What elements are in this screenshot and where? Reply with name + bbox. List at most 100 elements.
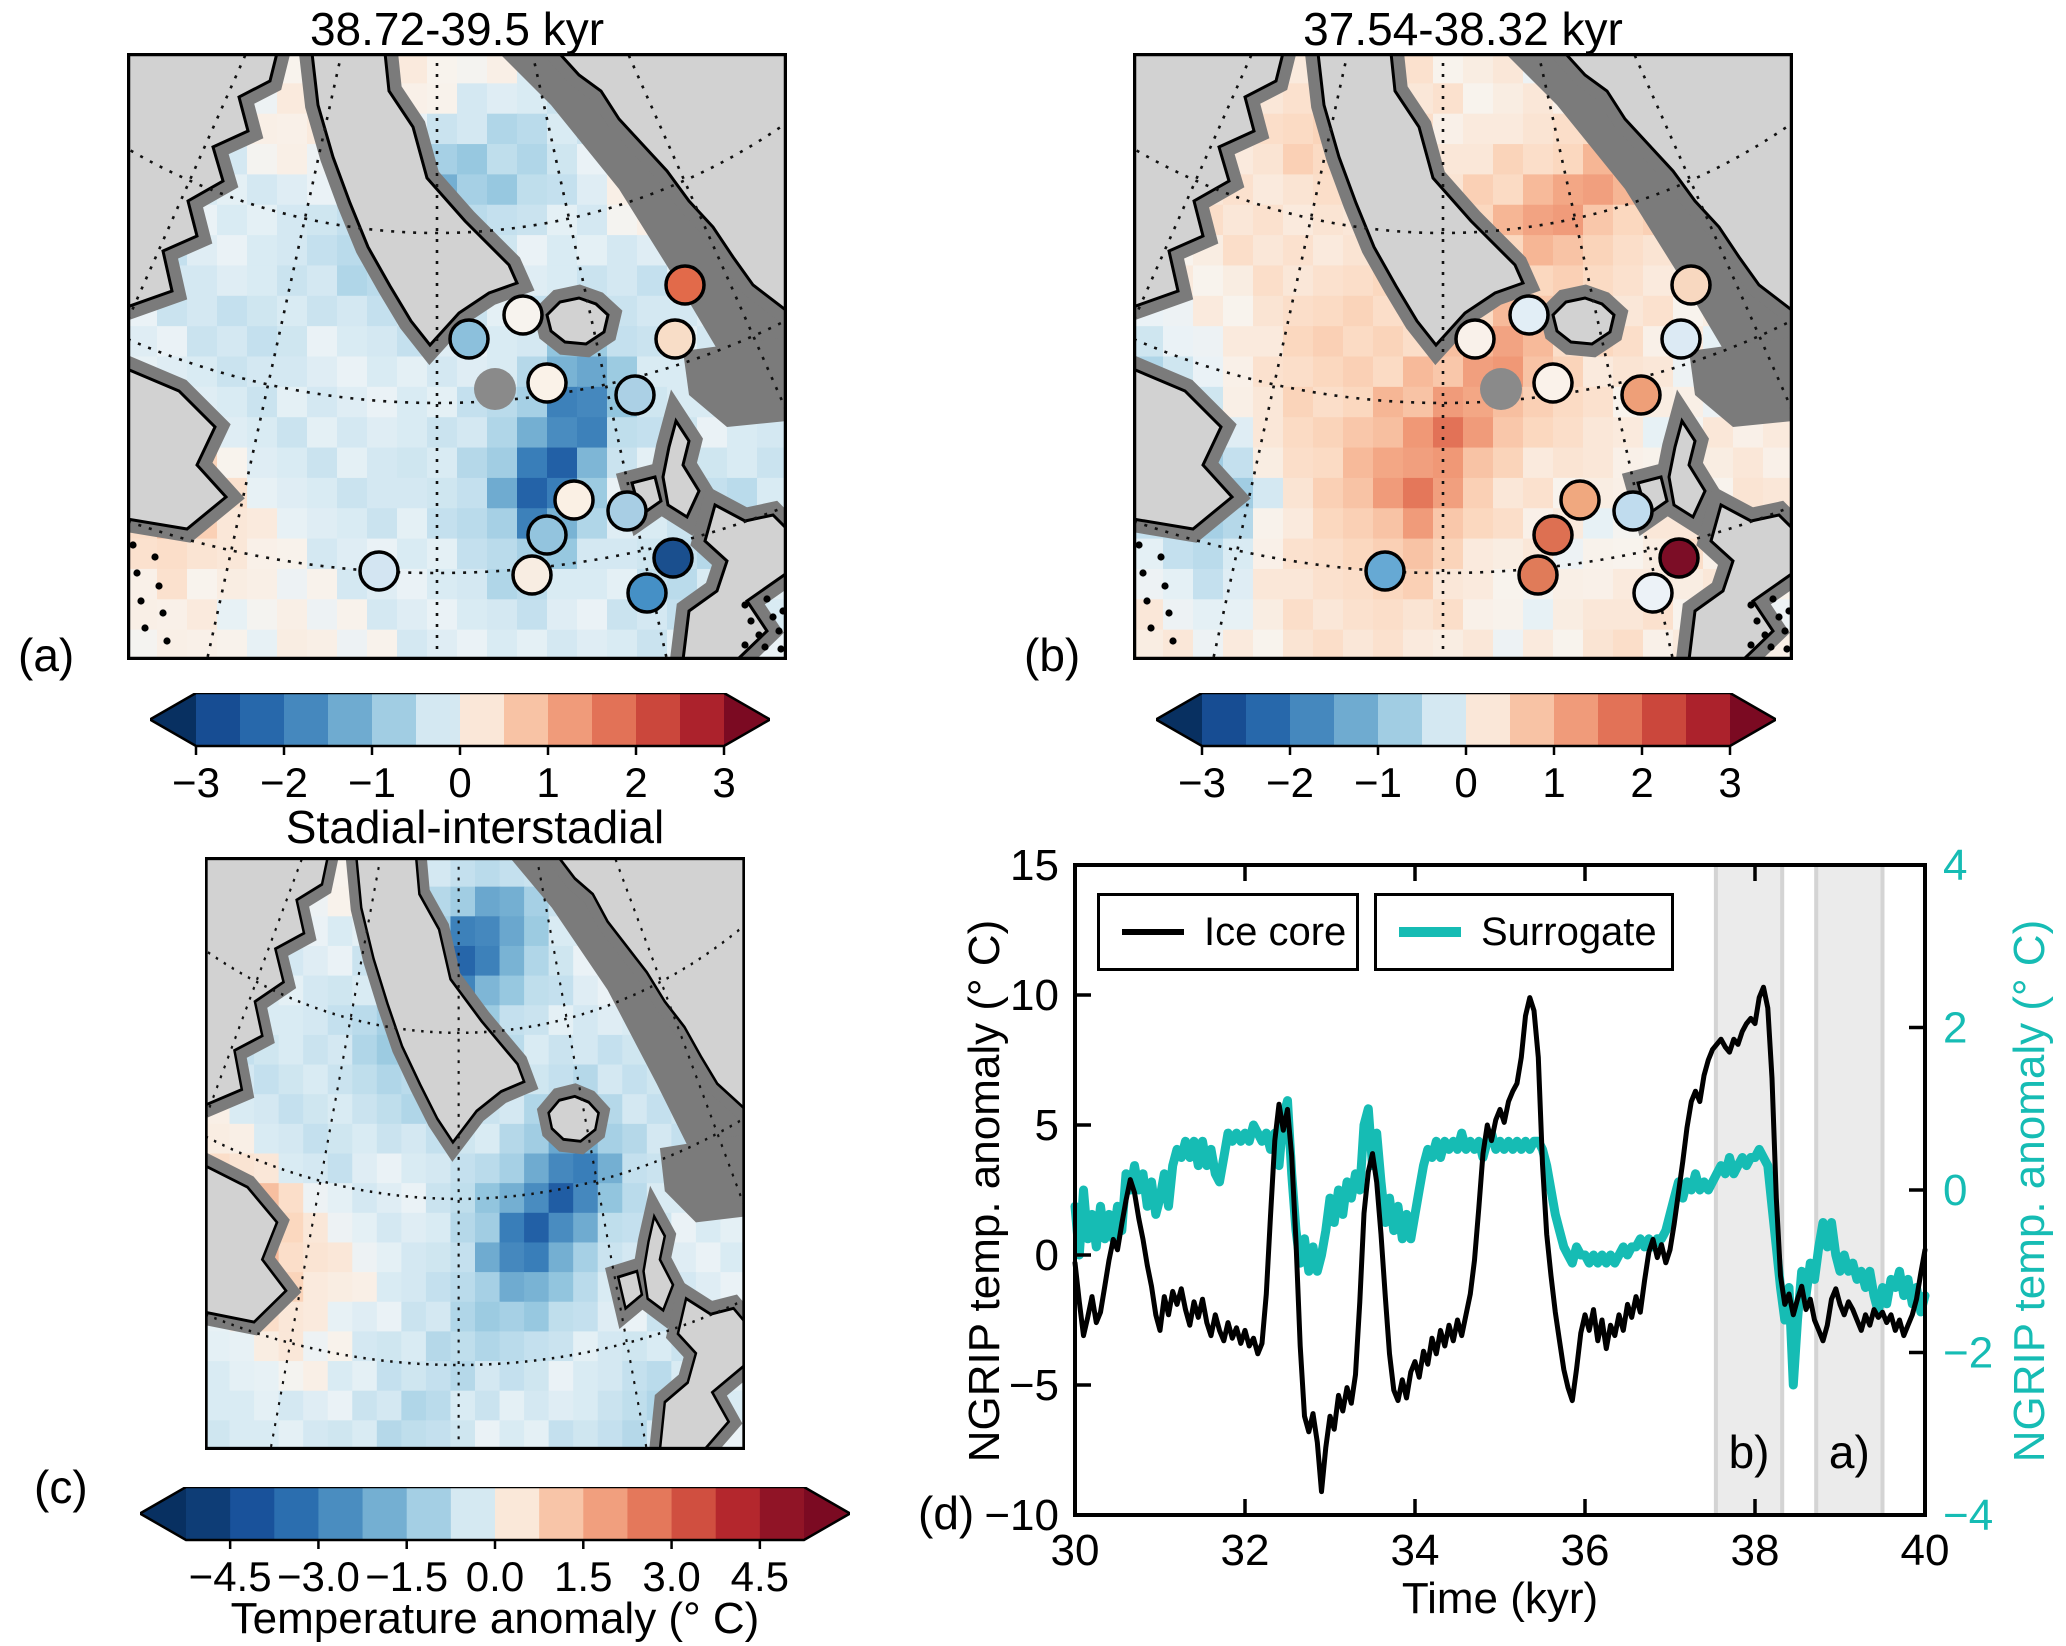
greenland-landmass — [310, 53, 520, 348]
proxy-marker — [553, 479, 595, 521]
proxy-marker — [1632, 572, 1674, 614]
labrador-landmass — [1133, 367, 1235, 531]
graticule — [127, 53, 787, 660]
proxy-marker — [358, 550, 400, 592]
iceland-landmass — [547, 1094, 600, 1143]
ice-core-line-swatch — [1122, 929, 1184, 935]
x-tick-label: 30 — [1051, 1526, 1100, 1575]
proxy-marker — [1508, 294, 1550, 336]
map-border — [127, 53, 787, 660]
panel-c-title: Stadial-interstadial — [285, 801, 665, 853]
proxy-marker — [626, 572, 668, 614]
colorbar-tick-label: −1 — [1354, 759, 1402, 806]
colorbar-c: −4.5 −3.0 −1.5 0.0 1.5 3.0 4.5 — [140, 1487, 850, 1600]
stipple-dots — [129, 541, 787, 653]
canada-arctic-landmass — [1133, 53, 1285, 309]
y-right-tick-label: −2 — [1943, 1329, 1993, 1378]
band-label: a) — [1829, 1426, 1870, 1478]
scandinavia-landmass — [556, 53, 787, 313]
y-left-tick-label: 5 — [1035, 1101, 1059, 1150]
labrador-landmass — [205, 1164, 288, 1324]
proxy-marker — [511, 554, 553, 596]
colorbar-tick-label: −3.0 — [277, 1553, 360, 1600]
legend-ice-core: Ice core — [1097, 893, 1359, 971]
proxy-marker-nodata — [1480, 368, 1522, 410]
iberia-france-landmass — [681, 502, 787, 660]
x-tick-label: 34 — [1391, 1526, 1440, 1575]
proxy-markers — [358, 264, 706, 614]
iceland-landmass — [1551, 296, 1616, 346]
highlight-band — [1816, 865, 1883, 1515]
graticule — [1133, 53, 1793, 660]
x-tick-label: 32 — [1221, 1526, 1270, 1575]
colorbar-a: −3 −2 −1 0 1 2 3 — [150, 693, 770, 806]
iberia-france-landmass — [658, 1296, 745, 1450]
map-panel-b — [1133, 53, 1793, 660]
legend-ice-core-label: Ice core — [1204, 909, 1347, 954]
canada-arctic-landmass — [127, 53, 279, 309]
panel-d-xlabel: Time (kyr) — [1401, 1574, 1599, 1623]
colorbar-tick-label: 1 — [536, 759, 559, 806]
greenland-landmass — [355, 857, 526, 1145]
proxy-marker — [526, 514, 568, 556]
proxy-marker — [1559, 479, 1601, 521]
great-britain-landmass — [642, 1212, 675, 1313]
panel-a-title: 38.72-39.5 kyr — [309, 3, 605, 55]
legend-surrogate-label: Surrogate — [1481, 909, 1657, 954]
land — [1133, 53, 1793, 660]
map-border — [1133, 53, 1793, 660]
colorbar-tick-label: 3.0 — [642, 1553, 700, 1600]
iceland-landmass — [545, 296, 610, 346]
y-left-tick-label: 0 — [1035, 1231, 1059, 1280]
proxy-marker — [654, 318, 696, 360]
colorbar-tick-label: 2 — [624, 759, 647, 806]
proxy-marker — [1612, 490, 1654, 532]
proxy-marker — [1670, 264, 1712, 306]
colorbar-tick-label: 0.0 — [466, 1553, 524, 1600]
proxy-marker — [1454, 318, 1496, 360]
proxy-marker — [1620, 374, 1662, 416]
ice-core-curve — [1072, 984, 1928, 1495]
graticule — [205, 857, 745, 1450]
y-right-tick-label: −4 — [1943, 1491, 1993, 1540]
land — [127, 53, 787, 660]
y-right-tick-label: 4 — [1943, 841, 1967, 890]
colorbar-tick-label: −3 — [1178, 759, 1226, 806]
proxy-marker — [606, 490, 648, 532]
land — [205, 857, 745, 1450]
proxy-marker-nodata — [474, 368, 516, 410]
proxy-marker — [448, 318, 490, 360]
panel-c-label: (c) — [34, 1461, 88, 1513]
panel-b-title: 37.54-38.32 kyr — [1303, 3, 1623, 55]
x-tick-label: 40 — [1901, 1526, 1950, 1575]
colorbar-tick-label: −3 — [172, 759, 220, 806]
y-left-tick-label: 15 — [1010, 841, 1059, 890]
proxy-marker — [614, 374, 656, 416]
colorbar-c-label: Temperature anomaly (° C) — [230, 1594, 760, 1643]
canada-arctic-landmass — [205, 857, 329, 1107]
colorbar-tick-label: 3 — [712, 759, 735, 806]
proxy-markers — [1364, 264, 1712, 614]
band-label: b) — [1729, 1426, 1770, 1478]
proxy-marker — [664, 264, 706, 306]
colorbar-tick-label: 2 — [1630, 759, 1653, 806]
map-border — [205, 857, 745, 1450]
colorbar-tick-label: −2 — [1266, 759, 1314, 806]
x-tick-label: 36 — [1561, 1526, 1610, 1575]
panel-b-label: (b) — [1024, 629, 1081, 681]
x-tick-label: 38 — [1731, 1526, 1780, 1575]
proxy-marker — [1658, 537, 1700, 579]
scandinavia-landmass — [556, 857, 745, 1111]
proxy-marker — [652, 537, 694, 579]
colorbar-b: −3 −2 −1 0 1 2 3 — [1156, 693, 1776, 806]
colorbar-tick-label: 4.5 — [731, 1553, 789, 1600]
panel-a-label: (a) — [18, 629, 75, 681]
proxy-marker — [526, 362, 568, 404]
proxy-marker — [1532, 362, 1574, 404]
y-right-tick-label: 0 — [1943, 1166, 1967, 1215]
y-left-tick-label: −5 — [1009, 1361, 1059, 1410]
panel-d-label: (d) — [918, 1487, 975, 1539]
colorbar-tick-label: −1.5 — [365, 1553, 448, 1600]
